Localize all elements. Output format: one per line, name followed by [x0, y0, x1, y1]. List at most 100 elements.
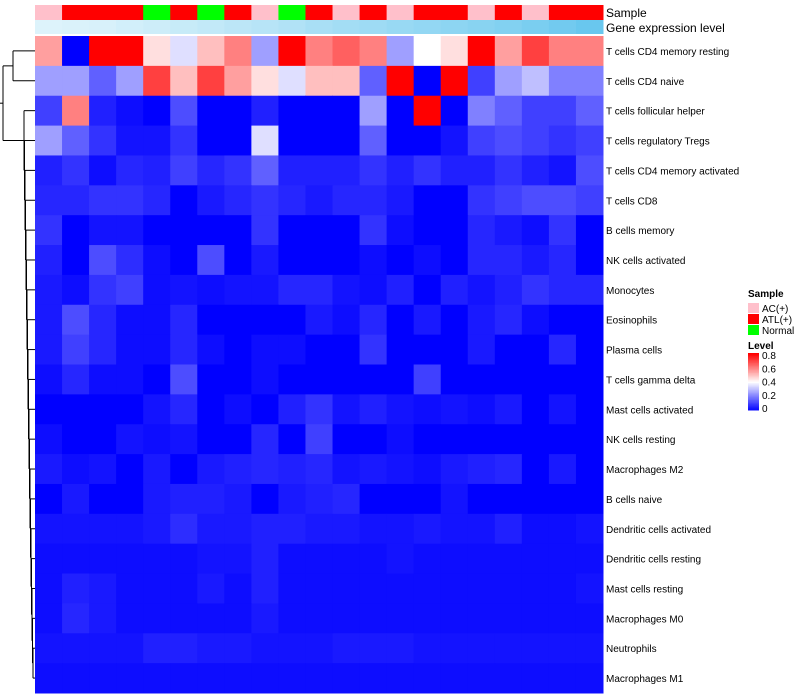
heatmap-cell: [224, 633, 252, 664]
heatmap-cell: [35, 543, 63, 575]
heatmap-cell: [440, 364, 469, 395]
heatmap-cell: [359, 513, 388, 545]
heatmap-cell: [575, 633, 604, 664]
heatmap-cell: [143, 304, 171, 336]
heatmap-cell: [548, 663, 577, 694]
heatmap-cell: [467, 215, 496, 246]
heatmap-cell: [143, 543, 171, 575]
heatmap-cell: [278, 424, 306, 455]
heatmap-cell: [359, 65, 388, 97]
heatmap-cell: [89, 36, 117, 67]
level-legend-gradient: [748, 360, 759, 363]
heatmap-cell: [62, 185, 90, 216]
level-legend-gradient: [748, 407, 759, 410]
heatmap-cell: [359, 125, 388, 156]
heatmap-cell: [467, 454, 496, 485]
heatmap-cell: [305, 663, 334, 694]
heatmap-cell: [548, 483, 577, 515]
heatmap-cell: [35, 304, 63, 336]
heatmap-cell: [116, 245, 144, 276]
heatmap-cell: [251, 603, 279, 634]
heatmap-cell: [467, 334, 496, 365]
heatmap-cell: [116, 155, 144, 186]
heatmap-cell: [467, 513, 496, 545]
heatmap-cell: [116, 543, 144, 575]
level-legend-gradient: [748, 357, 759, 360]
heatmap-cell: [521, 454, 550, 485]
heatmap-cell: [575, 274, 604, 306]
level-legend-gradient: [748, 355, 759, 358]
heatmap-cell: [170, 573, 198, 604]
heatmap-cell: [413, 334, 442, 365]
heatmap-cell: [575, 454, 604, 485]
heatmap-cell: [440, 513, 469, 545]
heatmap-cell: [440, 424, 469, 455]
heatmap-cell: [170, 394, 198, 425]
heatmap-cells: [35, 36, 604, 694]
heatmap-cell: [575, 513, 604, 545]
heatmap-cell: [116, 603, 144, 634]
heatmap-cell: [521, 155, 550, 186]
heatmap-cell: [359, 394, 388, 425]
heatmap-cell: [494, 125, 523, 156]
sample-annotation-cell: [224, 5, 252, 20]
heatmap-cell: [62, 155, 90, 186]
row-label: NK cells resting: [606, 435, 675, 446]
heatmap-cell: [116, 513, 144, 545]
heatmap-cell: [89, 334, 117, 365]
expression-annotation-cell: [116, 20, 144, 34]
heatmap-cell: [332, 334, 361, 365]
row-label: Dendritic cells activated: [606, 525, 711, 536]
heatmap-cell: [35, 334, 63, 365]
heatmap-cell: [143, 274, 171, 306]
heatmap-cell: [197, 304, 225, 336]
heatmap-cell: [548, 573, 577, 604]
row-label: B cells naive: [606, 495, 663, 506]
heatmap-cell: [494, 245, 523, 276]
heatmap-cell: [440, 334, 469, 365]
heatmap-cell: [359, 274, 388, 306]
heatmap-cell: [359, 663, 388, 694]
level-legend-gradient: [748, 370, 759, 373]
heatmap-cell: [251, 304, 279, 336]
heatmap-cell: [305, 394, 334, 425]
sample-annotation-cell: [440, 5, 469, 20]
heatmap-cell: [35, 394, 63, 425]
heatmap-cell: [224, 603, 252, 634]
heatmap-cell: [278, 215, 306, 246]
heatmap-cell: [197, 394, 225, 425]
heatmap-cell: [278, 543, 306, 575]
heatmap-cell: [413, 125, 442, 156]
heatmap-cell: [62, 364, 90, 395]
heatmap-cell: [548, 603, 577, 634]
heatmap-cell: [521, 274, 550, 306]
heatmap-cell: [359, 155, 388, 186]
heatmap-cell: [116, 185, 144, 216]
heatmap-cell: [89, 603, 117, 634]
sample-annotation-cell: [170, 5, 198, 20]
heatmap-cell: [170, 245, 198, 276]
heatmap-cell: [197, 155, 225, 186]
level-legend-gradient: [748, 392, 759, 395]
heatmap-cell: [305, 65, 334, 97]
heatmap-cell: [332, 424, 361, 455]
heatmap-cell: [305, 36, 334, 67]
heatmap-cell: [548, 125, 577, 156]
heatmap-cell: [386, 245, 415, 276]
heatmap-cell: [440, 245, 469, 276]
row-label: Macrophages M1: [606, 674, 684, 685]
row-label: B cells memory: [606, 226, 674, 237]
expression-annotation-cell: [197, 20, 225, 34]
heatmap-cell: [278, 125, 306, 156]
heatmap-cell: [89, 304, 117, 336]
row-label: Macrophages M2: [606, 465, 684, 476]
heatmap-cell: [413, 274, 442, 306]
heatmap-cell: [521, 573, 550, 604]
heatmap-cell: [575, 95, 604, 127]
heatmap-cell: [197, 95, 225, 127]
heatmap-cell: [197, 543, 225, 575]
heatmap-cell: [575, 394, 604, 425]
heatmap-cell: [548, 274, 577, 306]
heatmap-cell: [170, 155, 198, 186]
heatmap-cell: [62, 424, 90, 455]
